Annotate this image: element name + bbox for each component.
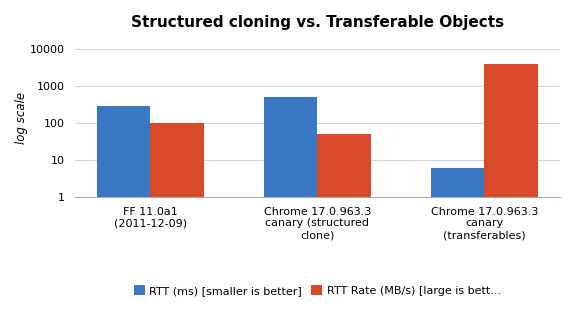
Y-axis label: log scale: log scale bbox=[14, 92, 28, 144]
Bar bbox=[264, 97, 317, 318]
Bar bbox=[431, 169, 484, 318]
Bar bbox=[151, 123, 204, 318]
Bar bbox=[484, 64, 538, 318]
Legend: RTT (ms) [smaller is better], RTT Rate (MB/s) [large is bett...: RTT (ms) [smaller is better], RTT Rate (… bbox=[134, 285, 501, 296]
Title: Structured cloning vs. Transferable Objects: Structured cloning vs. Transferable Obje… bbox=[131, 15, 504, 30]
Bar bbox=[97, 106, 151, 318]
Bar bbox=[317, 134, 371, 318]
